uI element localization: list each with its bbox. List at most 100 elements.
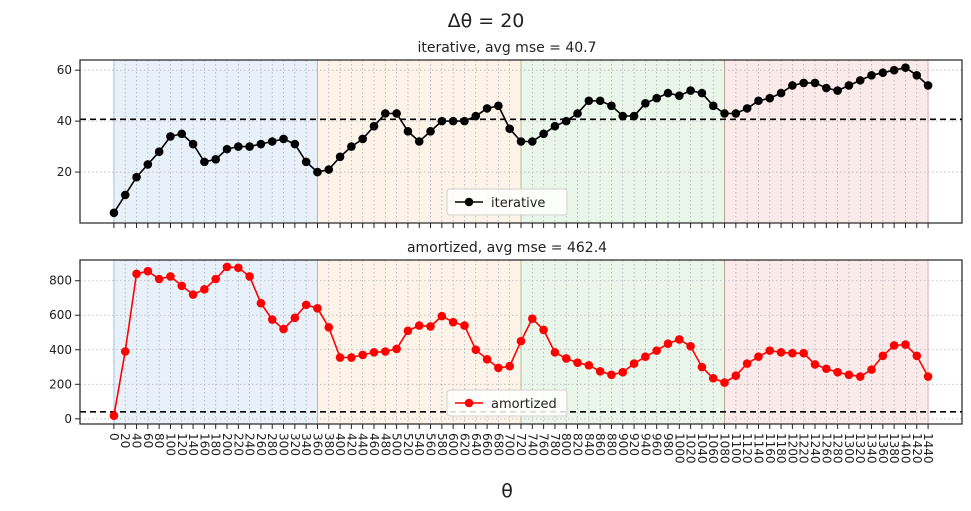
amortized-point [788, 348, 797, 358]
amortized-xtick-label: 140 [186, 433, 200, 456]
amortized-point [901, 340, 910, 349]
amortized-point [154, 274, 164, 284]
amortized-point [912, 351, 922, 361]
amortized-xtick-label: 1200 [785, 433, 799, 464]
iterative-point [460, 116, 469, 126]
amortized-point [256, 298, 266, 308]
amortized-point [675, 335, 684, 344]
amortized-point [200, 285, 209, 294]
iterative-point [222, 144, 232, 154]
amortized-point [471, 345, 481, 355]
amortized-point [188, 290, 198, 299]
amortized-xtick-label: 640 [469, 433, 483, 456]
iterative-point [256, 139, 266, 149]
amortized-xtick-label: 1420 [910, 433, 924, 464]
amortized-xtick-label: 1320 [853, 433, 867, 464]
iterative-point [708, 101, 718, 111]
iterative-point [132, 172, 141, 182]
iterative-point [505, 124, 514, 134]
iterative-point [494, 101, 503, 111]
amortized-xtick-label: 780 [548, 433, 562, 456]
amortized-axes-frame [79, 259, 963, 425]
amortized-xtick-label: 820 [571, 433, 585, 456]
amortized-point [403, 326, 413, 336]
amortized-xtick-label: 660 [480, 433, 494, 456]
amortized-point [392, 344, 401, 354]
iterative-point [844, 81, 854, 90]
iterative-legend-box [446, 188, 568, 216]
amortized-xtick-label: 320 [288, 433, 302, 456]
iterative-point [607, 101, 616, 111]
amortized-point [855, 372, 865, 381]
amortized-point [528, 314, 537, 323]
amortized-point [754, 352, 763, 361]
amortized-xtick-label: 1240 [808, 433, 822, 464]
amortized-xtick-label: 20 [118, 433, 132, 448]
iterative-point [234, 142, 243, 151]
amortized-xtick-label: 1280 [831, 433, 845, 464]
amortized-xtick-label: 980 [661, 433, 675, 456]
iterative-legend-marker [464, 197, 474, 207]
amortized-legend-marker [464, 398, 474, 408]
iterative-point [686, 86, 695, 95]
amortized-point [663, 339, 673, 349]
iterative-point [279, 134, 288, 144]
amortized-point [595, 367, 605, 376]
amortized-point [686, 342, 695, 351]
amortized-point [889, 341, 899, 350]
iterative-point [516, 137, 526, 146]
amortized-xtick-label: 280 [265, 433, 279, 456]
amortized-point [844, 370, 854, 380]
amortized-xtick-label: 1180 [774, 433, 788, 464]
amortized-xtick-label: 560 [424, 433, 438, 456]
amortized-point [166, 272, 175, 281]
iterative-point [720, 109, 729, 118]
iterative-panel: iterative, avg mse = 40.7 20 40 60 iterativ… [57, 40, 963, 228]
iterative-point [912, 70, 922, 80]
iterative-point [166, 132, 175, 141]
iterative-point [754, 96, 763, 106]
amortized-xtick-label: 1000 [672, 433, 686, 464]
iterative-point [652, 93, 661, 103]
amortized-point [313, 304, 322, 313]
amortized-xtick-label: 680 [491, 433, 505, 456]
amortized-xtick-label: 1300 [842, 433, 856, 464]
amortized-xtick-label: 60 [141, 433, 155, 448]
amortized-xtick-label: 1260 [819, 433, 833, 464]
amortized-point [573, 358, 582, 368]
amortized-xtick-label: 460 [367, 433, 381, 456]
amortized-xtick-label: 900 [616, 433, 630, 456]
iterative-point [675, 91, 684, 100]
iterative-point [539, 129, 548, 139]
iterative-point [528, 137, 537, 146]
iterative-point [301, 157, 311, 167]
amortized-xtick-label: 580 [435, 433, 449, 456]
figure-suptitle: Δθ = 20 [448, 10, 525, 32]
iterative-point [335, 152, 345, 162]
amortized-point [652, 346, 661, 355]
iterative-point [788, 81, 797, 90]
amortized-xtick-label: 40 [130, 433, 144, 448]
amortized-xtick-label: 1340 [865, 433, 879, 464]
amortized-xtick-label: 1040 [695, 433, 709, 464]
amortized-point [833, 367, 842, 377]
amortized-xtick-label: 1140 [751, 433, 765, 464]
iterative-point [867, 70, 876, 80]
amortized-xtick-label: 1100 [729, 433, 743, 464]
amortized-xtick-label: 700 [503, 433, 517, 456]
amortized-point [923, 372, 933, 381]
amortized-xtick-label: 1080 [718, 433, 732, 464]
iterative-legend-label: iterative [491, 196, 545, 211]
amortized-xtick-label: 1380 [887, 433, 901, 464]
amortized-point [267, 315, 277, 324]
amortized-xtick-label: 160 [197, 433, 211, 456]
iterative-point [776, 88, 786, 98]
amortized-point [618, 367, 628, 377]
amortized-point [222, 262, 232, 272]
amortized-point [641, 352, 650, 361]
amortized-point [697, 362, 707, 372]
iterative-point [177, 129, 187, 139]
amortized-point [347, 353, 356, 362]
amortized-xtick-label: 860 [593, 433, 607, 456]
amortized-ytick-label: 600 [49, 308, 72, 322]
